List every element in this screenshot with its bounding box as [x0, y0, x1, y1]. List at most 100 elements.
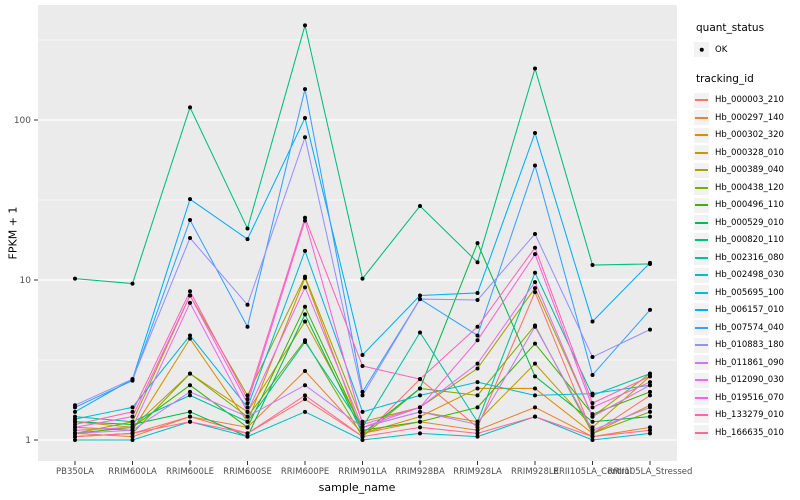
- data-point: [590, 263, 595, 268]
- data-point: [648, 405, 652, 410]
- series-color-swatch-icon: [695, 151, 708, 154]
- data-point: [303, 368, 307, 373]
- data-point: [188, 383, 192, 388]
- data-point: [648, 393, 652, 398]
- legend-key-box: [694, 372, 709, 388]
- data-point: [418, 431, 422, 436]
- series-color-swatch-icon: [695, 256, 708, 259]
- data-point: [590, 434, 595, 439]
- legend-item-Hb_133279_010: Hb_133279_010: [694, 407, 798, 425]
- data-point: [533, 405, 537, 410]
- legend-item-Hb_012090_030: Hb_012090_030: [694, 372, 798, 390]
- data-point: [648, 383, 652, 388]
- legend-item-Hb_000529_010: Hb_000529_010: [694, 214, 798, 232]
- data-point: [590, 425, 595, 430]
- data-point: [130, 438, 135, 442]
- data-point: [533, 286, 537, 291]
- data-point: [303, 339, 307, 344]
- legend-item-label: Hb_005695_100: [715, 287, 784, 298]
- legend-key-box: [694, 250, 709, 266]
- legend-item-label: Hb_000297_140: [715, 112, 784, 123]
- legend-item-Hb_000297_140: Hb_000297_140: [694, 109, 798, 127]
- data-point: [533, 386, 537, 391]
- data-point: [590, 401, 595, 406]
- data-point: [303, 215, 307, 220]
- legend-item-label: Hb_000302_320: [715, 130, 784, 141]
- data-point: [360, 389, 365, 394]
- legend-key-box: [694, 145, 709, 161]
- data-point: [590, 405, 595, 410]
- legend-key-box: [694, 390, 709, 406]
- data-point: [360, 431, 365, 436]
- data-point: [245, 431, 250, 436]
- y-tick-label: 100: [14, 116, 31, 126]
- legend-item-label: Hb_166635_010: [715, 427, 784, 438]
- data-point: [73, 422, 77, 427]
- legend-item-label: Hb_019516_070: [715, 392, 784, 403]
- data-point: [303, 274, 307, 279]
- legend-key-box: [694, 42, 709, 58]
- series-color-swatch-icon: [695, 99, 708, 102]
- legend-key-box: [694, 337, 709, 353]
- data-point: [475, 333, 480, 338]
- data-point: [303, 312, 307, 317]
- legend-quant-status-title: quant_status: [696, 22, 765, 34]
- data-point: [73, 403, 77, 408]
- legend-item-Hb_000438_120: Hb_000438_120: [694, 179, 798, 197]
- legend-tracking-id-items: Hb_000003_210 Hb_000297_140 Hb_000302_320 H…: [694, 92, 798, 442]
- data-point: [418, 330, 422, 335]
- data-point: [130, 405, 135, 410]
- legend-item-Hb_000003_210: Hb_000003_210: [694, 92, 798, 110]
- data-point: [590, 431, 595, 436]
- data-point: [303, 319, 307, 324]
- data-point: [130, 281, 135, 286]
- data-point: [130, 428, 135, 433]
- data-point: [648, 409, 652, 414]
- data-point: [245, 324, 250, 329]
- data-point: [648, 425, 652, 430]
- data-point: [475, 386, 480, 391]
- data-point: [590, 355, 595, 360]
- legend-item-label: Hb_133279_010: [715, 410, 784, 421]
- data-point: [360, 364, 365, 369]
- legend-key-box: [694, 127, 709, 143]
- data-point: [73, 428, 77, 433]
- legend-item-Hb_010883_180: Hb_010883_180: [694, 337, 798, 355]
- data-point: [475, 422, 480, 427]
- data-point: [648, 428, 652, 433]
- legend-key-box: [694, 162, 709, 178]
- data-point: [245, 414, 250, 419]
- data-point: [418, 293, 422, 298]
- legend-item-Hb_011861_090: Hb_011861_090: [694, 354, 798, 372]
- series-color-swatch-icon: [695, 361, 708, 364]
- legend-item-Hb_166635_010: Hb_166635_010: [694, 424, 798, 442]
- data-point: [188, 293, 192, 298]
- data-point: [475, 361, 480, 366]
- data-point: [533, 252, 537, 257]
- data-point: [533, 290, 537, 295]
- data-point: [303, 393, 307, 398]
- legend-item-Hb_005695_100: Hb_005695_100: [694, 284, 798, 302]
- data-point: [475, 324, 480, 329]
- data-point: [188, 236, 192, 241]
- data-point: [648, 327, 652, 332]
- data-point: [360, 422, 365, 427]
- legend-item-Hb_002498_030: Hb_002498_030: [694, 267, 798, 285]
- x-tick-label: RRII105LA_Control: [553, 467, 632, 477]
- data-point: [475, 380, 480, 385]
- data-point: [590, 319, 595, 324]
- data-point: [360, 438, 365, 442]
- legend-item-Hb_000302_320: Hb_000302_320: [694, 127, 798, 145]
- data-point: [245, 425, 250, 430]
- data-point: [130, 431, 135, 436]
- legend-key-box: [694, 92, 709, 108]
- y-axis-title: FPKM + 1: [6, 206, 20, 260]
- data-point: [418, 414, 422, 419]
- data-point: [73, 425, 77, 430]
- data-point: [590, 372, 595, 377]
- data-point: [418, 393, 422, 398]
- legend-key-box: [694, 355, 709, 371]
- series-color-swatch-icon: [695, 169, 708, 172]
- data-point: [475, 405, 480, 410]
